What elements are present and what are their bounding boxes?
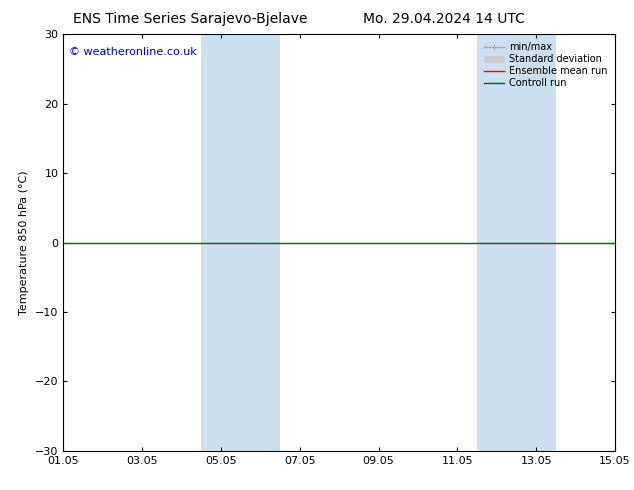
Bar xyxy=(202,34,280,451)
Text: © weatheronline.co.uk: © weatheronline.co.uk xyxy=(69,47,197,57)
Text: Mo. 29.04.2024 14 UTC: Mo. 29.04.2024 14 UTC xyxy=(363,12,525,26)
Text: ENS Time Series Sarajevo-Bjelave: ENS Time Series Sarajevo-Bjelave xyxy=(73,12,307,26)
Y-axis label: Temperature 850 hPa (°C): Temperature 850 hPa (°C) xyxy=(20,170,30,315)
Legend: min/max, Standard deviation, Ensemble mean run, Controll run: min/max, Standard deviation, Ensemble me… xyxy=(481,39,610,91)
Bar xyxy=(477,34,556,451)
